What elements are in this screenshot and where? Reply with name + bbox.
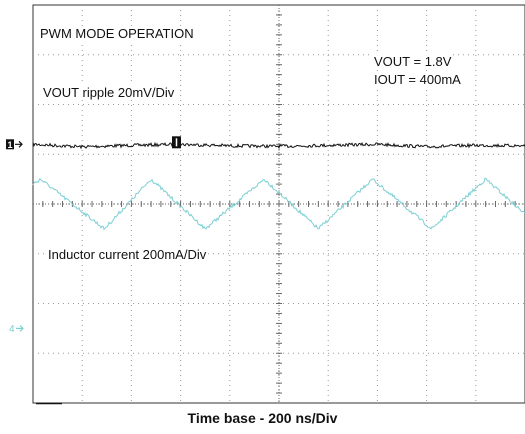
channel1-marker-arrow	[15, 140, 23, 148]
channel4-label: Inductor current 200mA/Div	[46, 247, 209, 262]
channel1-marker-box	[6, 139, 14, 150]
iout-annotation: IOUT = 400mA	[372, 72, 463, 87]
series-line	[32, 177, 525, 231]
x-axis-label: Time base - 200 ns/Div	[187, 410, 338, 426]
channel-markers: 14	[6, 136, 181, 405]
chart-title: PWM MODE OPERATION	[38, 26, 196, 41]
series-line	[32, 141, 525, 150]
trace-group	[32, 141, 525, 231]
channel1-label: VOUT ripple 20mV/Div	[41, 85, 177, 100]
channel4-marker-arrow	[16, 324, 24, 332]
vout-annotation: VOUT = 1.8V	[372, 54, 454, 69]
channel4-marker-number: 4	[9, 324, 15, 335]
channel1-marker-number: 1	[8, 140, 13, 150]
